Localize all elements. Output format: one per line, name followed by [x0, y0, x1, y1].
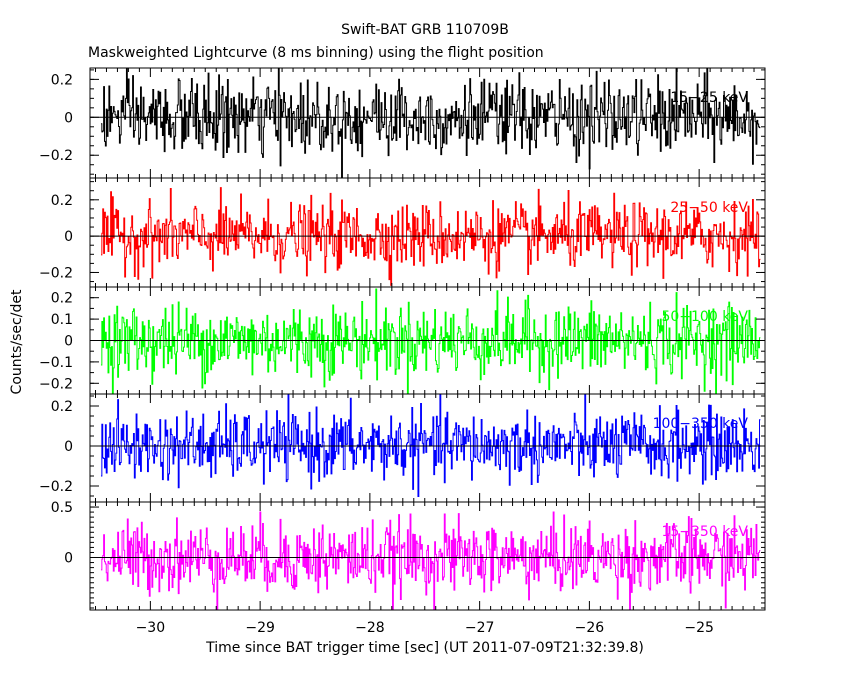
y-tick-label: −0.2 — [39, 148, 73, 164]
lightcurve-series-1 — [100, 68, 761, 178]
y-tick-label: −0.2 — [39, 376, 73, 392]
x-tick-label: −27 — [465, 620, 495, 636]
y-tick-label: 0.2 — [51, 291, 73, 307]
x-tick-label: −29 — [245, 620, 275, 636]
y-tick-label: −0.1 — [39, 355, 73, 371]
energy-band-label-3: 50−100 keV — [661, 309, 748, 325]
lightcurve-series-3 — [100, 288, 761, 394]
y-tick-label: 0 — [64, 110, 73, 126]
energy-band-label-5: 15−350 keV — [661, 524, 748, 540]
y-tick-label: −0.2 — [39, 265, 73, 281]
y-tick-label: 0.2 — [51, 399, 73, 415]
y-tick-label: 0.1 — [51, 312, 73, 328]
energy-band-label-4: 100−350 keV — [653, 416, 749, 432]
y-tick-label: −0.2 — [39, 479, 73, 495]
y-tick-label: 0 — [64, 439, 73, 455]
y-tick-label: 0 — [64, 229, 73, 245]
panel-frame-5 — [89, 501, 766, 611]
energy-band-label-1: 15−25 keV — [670, 90, 748, 106]
x-tick-label: −26 — [575, 620, 605, 636]
x-tick-label: −28 — [355, 620, 385, 636]
y-tick-label: 0 — [64, 551, 73, 567]
energy-band-label-2: 25−50 keV — [670, 200, 748, 216]
y-tick-label: 0 — [64, 334, 73, 350]
y-tick-label: 0.2 — [51, 72, 73, 88]
x-tick-label: −30 — [136, 620, 166, 636]
x-axis-label: Time since BAT trigger time [sec] (UT 20… — [206, 640, 644, 656]
lightcurve-series-4 — [100, 394, 761, 498]
y-tick-label: 0.5 — [51, 500, 73, 516]
chart-subtitle: Maskweighted Lightcurve (8 ms binning) u… — [88, 45, 544, 61]
y-tick-label: 0.2 — [51, 193, 73, 209]
lightcurve-series-2 — [100, 187, 761, 286]
x-tick-label: −25 — [684, 620, 714, 636]
chart-title: Swift-BAT GRB 110709B — [341, 22, 509, 38]
